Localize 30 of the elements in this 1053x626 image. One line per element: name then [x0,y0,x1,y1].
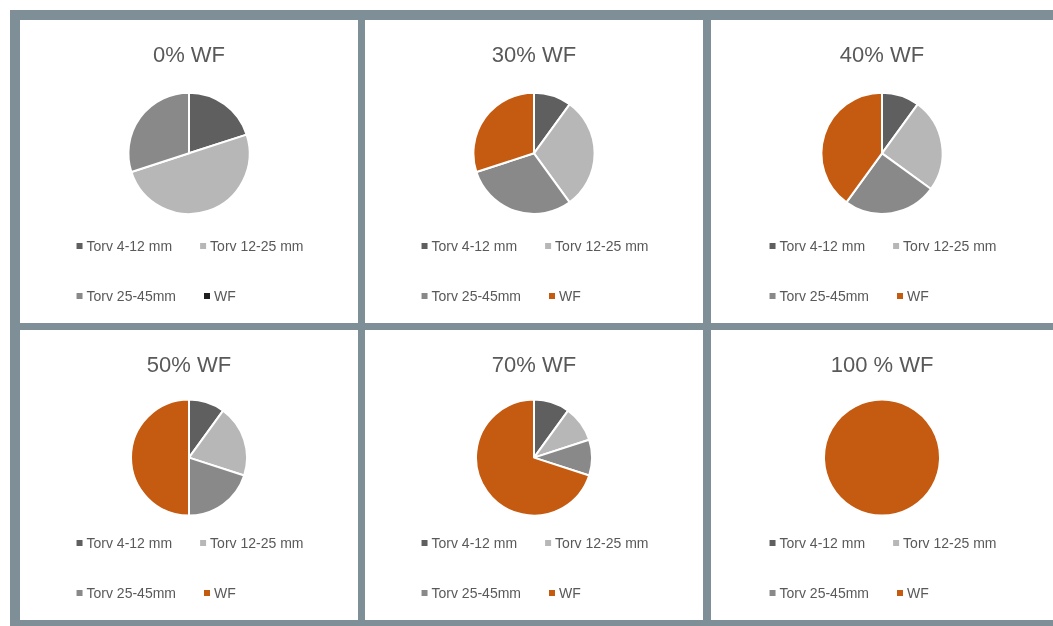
chart-title: 70% WF [491,351,577,377]
chart-title: 40% WF [839,41,925,67]
legend-label: Torv 12-25 mm [555,535,649,551]
legend-label: WF [214,585,236,601]
legend-label: Torv 25-45mm [779,585,869,601]
legend-label: Torv 12-25 mm [555,238,649,254]
legend-label: Torv 25-45mm [431,585,521,601]
legend-label: Torv 4-12 mm [431,238,518,254]
legend-label: Torv 25-45mm [86,585,176,601]
chart-title: 100 % WF [830,351,934,377]
legend-label: Torv 12-25 mm [903,238,997,254]
legend-label: Torv 25-45mm [431,288,521,304]
chart-title: 0% WF [152,41,226,67]
legend-label: Torv 4-12 mm [431,535,518,551]
legend-label: Torv 12-25 mm [210,535,304,551]
chart-title: 50% WF [146,351,232,377]
legend-label: WF [907,288,929,304]
legend-label: Torv 4-12 mm [86,535,173,551]
legend-label: Torv 4-12 mm [86,238,173,254]
legend-label: Torv 25-45mm [86,288,176,304]
legend-label: Torv 4-12 mm [779,238,866,254]
legend-label: WF [559,288,581,304]
legend-label: WF [907,585,929,601]
chart-title: 30% WF [491,41,577,67]
legend-label: Torv 4-12 mm [779,535,866,551]
legend-label: Torv 12-25 mm [210,238,304,254]
legend-label: Torv 12-25 mm [903,535,997,551]
legend-label: WF [214,288,236,304]
legend-label: Torv 25-45mm [779,288,869,304]
legend-label: WF [559,585,581,601]
